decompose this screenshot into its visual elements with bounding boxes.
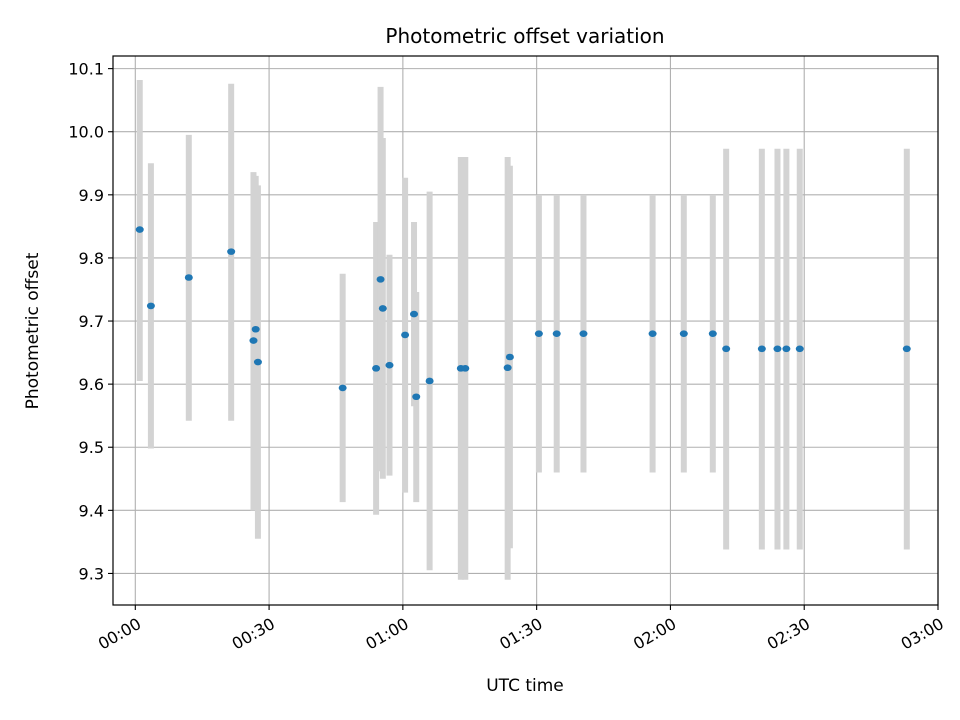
y-tick-label: 9.3 <box>79 564 104 583</box>
data-point <box>503 364 512 372</box>
y-tick-label: 9.4 <box>79 501 104 520</box>
data-point <box>505 353 514 361</box>
data-point <box>378 305 387 312</box>
data-point <box>385 361 394 369</box>
y-axis: 9.3 9.4 9.5 9.6 9.7 9.8 9.9 10.0 10.1 <box>68 60 113 583</box>
data-point <box>401 331 410 339</box>
data-point <box>902 345 911 353</box>
y-tick-label: 10.1 <box>68 60 104 79</box>
data-point <box>338 384 347 392</box>
data-point <box>412 393 421 401</box>
data-point <box>579 330 588 337</box>
y-tick-label: 10.0 <box>68 123 104 142</box>
data-point <box>534 330 543 337</box>
data-point <box>722 345 731 353</box>
data-point <box>184 274 193 281</box>
data-point <box>552 330 561 337</box>
x-axis-title: UTC time <box>486 676 564 696</box>
y-tick-label: 9.8 <box>79 249 104 268</box>
data-point <box>249 337 258 344</box>
data-point <box>782 345 791 353</box>
y-tick-label: 9.7 <box>79 312 104 331</box>
data-point <box>425 377 434 385</box>
data-point <box>679 330 688 337</box>
data-point <box>461 365 470 372</box>
data-point <box>253 358 262 366</box>
data-point <box>708 330 717 337</box>
point-layer <box>135 226 911 401</box>
data-point <box>227 248 236 255</box>
data-point <box>757 345 766 353</box>
data-point <box>376 276 385 283</box>
y-tick-label: 9.6 <box>79 375 104 394</box>
y-axis-title: Photometric offset <box>23 252 43 409</box>
y-tick-label: 9.5 <box>79 438 104 457</box>
data-point <box>773 345 782 353</box>
data-point <box>372 365 381 372</box>
data-point <box>251 325 260 333</box>
data-point <box>648 330 657 337</box>
y-tick-label: 9.9 <box>79 186 104 205</box>
plot-area-frame <box>112 55 939 606</box>
data-point <box>410 310 419 318</box>
chart-title: Photometric offset variation <box>385 24 664 48</box>
data-point <box>135 226 144 233</box>
data-point <box>146 302 155 310</box>
data-point <box>795 345 804 353</box>
